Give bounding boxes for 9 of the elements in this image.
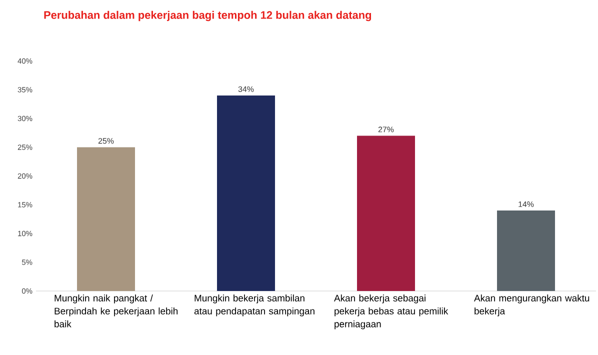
bar bbox=[77, 147, 136, 291]
bar bbox=[497, 210, 556, 291]
x-tick-label: Mungkin bekerja sambilan atau pendapatan sampingan bbox=[194, 294, 314, 316]
x-tick-label: Akan bekerja sebagai pekerja bebas atau pemilik perniagaan bbox=[334, 294, 448, 330]
bar bbox=[217, 96, 276, 291]
x-tick-label: Mungkin naik pangkat / Berpindah ke pekerjaan lebih baik bbox=[54, 294, 178, 328]
bar bbox=[357, 136, 416, 291]
x-tick-label: Akan mengurangkan waktu bekerja bbox=[474, 294, 590, 316]
chart-title: Perubahan dalam pekerjaan bagi tempoh 12 bulan akan datang bbox=[44, 10, 372, 22]
